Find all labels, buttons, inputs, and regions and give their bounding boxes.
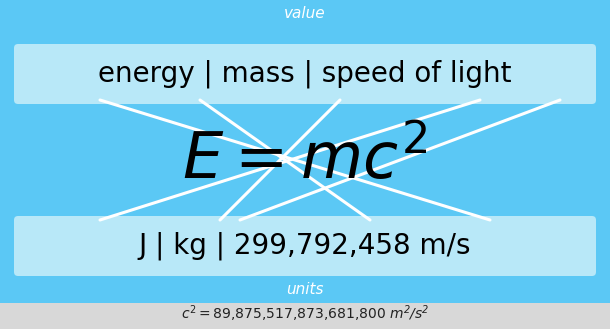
FancyBboxPatch shape [0, 0, 610, 303]
Text: J | kg | 299,792,458 m/s: J | kg | 299,792,458 m/s [138, 232, 472, 260]
Text: units: units [286, 282, 324, 296]
FancyBboxPatch shape [14, 44, 596, 104]
Text: $\mathit{c}^2 = 89{,}875{,}517{,}873{,}681{,}800\ \mathregular{m^2/s^2}$: $\mathit{c}^2 = 89{,}875{,}517{,}873{,}6… [181, 304, 429, 324]
Text: energy | mass | speed of light: energy | mass | speed of light [98, 60, 512, 88]
FancyBboxPatch shape [14, 216, 596, 276]
Text: value: value [284, 6, 326, 20]
Text: $\mathit{E} = \mathit{mc}^2$: $\mathit{E} = \mathit{mc}^2$ [182, 128, 428, 191]
